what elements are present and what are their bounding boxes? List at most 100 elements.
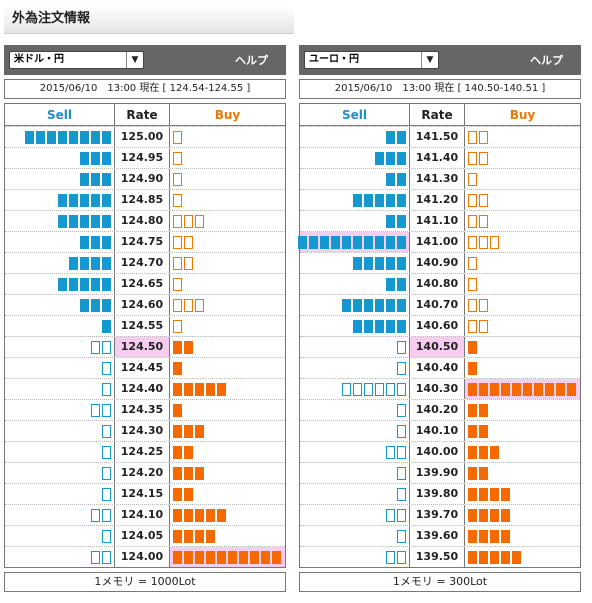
sell-volume-block xyxy=(102,319,111,333)
table-row: 124.40 xyxy=(5,378,285,399)
table-row: 139.70 xyxy=(300,504,580,525)
buy-volume-block xyxy=(173,424,182,438)
buy-volume-cell xyxy=(465,211,580,231)
sell-volume-block xyxy=(364,319,373,333)
sell-volume-block xyxy=(102,256,111,270)
buy-volume-block xyxy=(173,466,182,480)
sell-volume-cell xyxy=(300,442,410,462)
buy-volume-block xyxy=(228,550,237,564)
sell-volume-block xyxy=(102,424,111,438)
table-header: Sell Rate Buy xyxy=(5,104,285,126)
buy-volume-block xyxy=(479,130,488,144)
buy-volume-block xyxy=(184,424,193,438)
buy-volume-block xyxy=(173,298,182,312)
buy-volume-block xyxy=(490,550,499,564)
sell-volume-block xyxy=(353,235,362,249)
buy-volume-block xyxy=(184,256,193,270)
table-row: 139.50 xyxy=(300,546,580,567)
buy-volume-block xyxy=(184,529,193,543)
sell-volume-cell xyxy=(5,127,115,147)
table-row: 124.45 xyxy=(5,357,285,378)
sell-volume-block xyxy=(69,193,78,207)
rate-cell: 140.90 xyxy=(410,253,465,273)
buy-volume-block xyxy=(479,214,488,228)
sell-volume-cell xyxy=(300,547,410,567)
currency-pair-select[interactable]: ユーロ・円 ▼ xyxy=(304,51,439,69)
buy-volume-cell xyxy=(170,274,285,294)
sell-volume-block xyxy=(386,151,395,165)
table-row: 140.50 xyxy=(300,336,580,357)
sell-volume-cell xyxy=(5,316,115,336)
table-row: 140.10 xyxy=(300,420,580,441)
sell-volume-block xyxy=(36,130,45,144)
sell-volume-cell xyxy=(300,505,410,525)
table-row: 141.10 xyxy=(300,210,580,231)
sell-volume-cell xyxy=(5,148,115,168)
table-row: 124.50 xyxy=(5,336,285,357)
buy-volume-block xyxy=(184,382,193,396)
rate-cell: 125.00 xyxy=(115,127,170,147)
rate-cell: 124.70 xyxy=(115,253,170,273)
buy-volume-cell xyxy=(465,274,580,294)
chevron-down-icon[interactable]: ▼ xyxy=(421,52,438,68)
buy-volume-block xyxy=(512,550,521,564)
rate-cell: 139.90 xyxy=(410,463,465,483)
sell-volume-block xyxy=(91,256,100,270)
table-row: 124.15 xyxy=(5,483,285,504)
rate-timestamp: 2015/06/10 13:00 現在 [ 124.54-124.55 ] xyxy=(4,79,286,99)
buy-volume-block xyxy=(250,550,259,564)
chevron-down-icon[interactable]: ▼ xyxy=(126,52,143,68)
buy-volume-block xyxy=(523,382,532,396)
sell-volume-block xyxy=(25,130,34,144)
sell-volume-block xyxy=(331,235,340,249)
buy-volume-cell xyxy=(170,358,285,378)
sell-volume-block xyxy=(91,130,100,144)
buy-volume-block xyxy=(468,529,477,543)
buy-volume-cell xyxy=(170,442,285,462)
buy-volume-block xyxy=(479,550,488,564)
buy-volume-cell xyxy=(170,421,285,441)
sell-volume-block xyxy=(80,298,89,312)
buy-volume-block xyxy=(556,382,565,396)
buy-volume-block xyxy=(512,382,521,396)
sell-volume-block xyxy=(91,340,100,354)
sell-volume-block xyxy=(320,235,329,249)
table-row: 124.75 xyxy=(5,231,285,252)
sell-volume-block xyxy=(386,277,395,291)
sell-volume-block xyxy=(298,235,307,249)
buy-volume-cell xyxy=(170,148,285,168)
rate-cell: 140.50 xyxy=(410,337,465,357)
sell-volume-block xyxy=(102,529,111,543)
sell-volume-block xyxy=(102,130,111,144)
rate-cell: 140.00 xyxy=(410,442,465,462)
sell-volume-block xyxy=(58,214,67,228)
table-row: 141.30 xyxy=(300,168,580,189)
currency-pair-select[interactable]: 米ドル・円 ▼ xyxy=(9,51,144,69)
sell-volume-block xyxy=(80,172,89,186)
sell-volume-cell xyxy=(300,211,410,231)
sell-volume-block xyxy=(397,214,406,228)
rate-cell: 139.70 xyxy=(410,505,465,525)
sell-volume-block xyxy=(375,298,384,312)
sell-volume-block xyxy=(80,193,89,207)
rate-cell: 124.75 xyxy=(115,232,170,252)
sell-volume-block xyxy=(69,277,78,291)
help-link[interactable]: ヘルプ xyxy=(530,54,563,67)
sell-volume-block xyxy=(353,298,362,312)
buy-volume-block xyxy=(195,529,204,543)
sell-volume-block xyxy=(102,445,111,459)
buy-volume-block xyxy=(173,508,182,522)
buy-volume-block xyxy=(184,508,193,522)
help-link[interactable]: ヘルプ xyxy=(235,54,268,67)
sell-volume-cell xyxy=(300,484,410,504)
sell-volume-block xyxy=(397,466,406,480)
buy-volume-block xyxy=(195,424,204,438)
rate-cell: 124.05 xyxy=(115,526,170,546)
sell-volume-block xyxy=(102,298,111,312)
table-row: 124.00 xyxy=(5,546,285,567)
table-row: 124.90 xyxy=(5,168,285,189)
buy-volume-cell xyxy=(170,400,285,420)
sell-volume-cell xyxy=(300,358,410,378)
table-row: 139.60 xyxy=(300,525,580,546)
buy-volume-cell xyxy=(465,337,580,357)
